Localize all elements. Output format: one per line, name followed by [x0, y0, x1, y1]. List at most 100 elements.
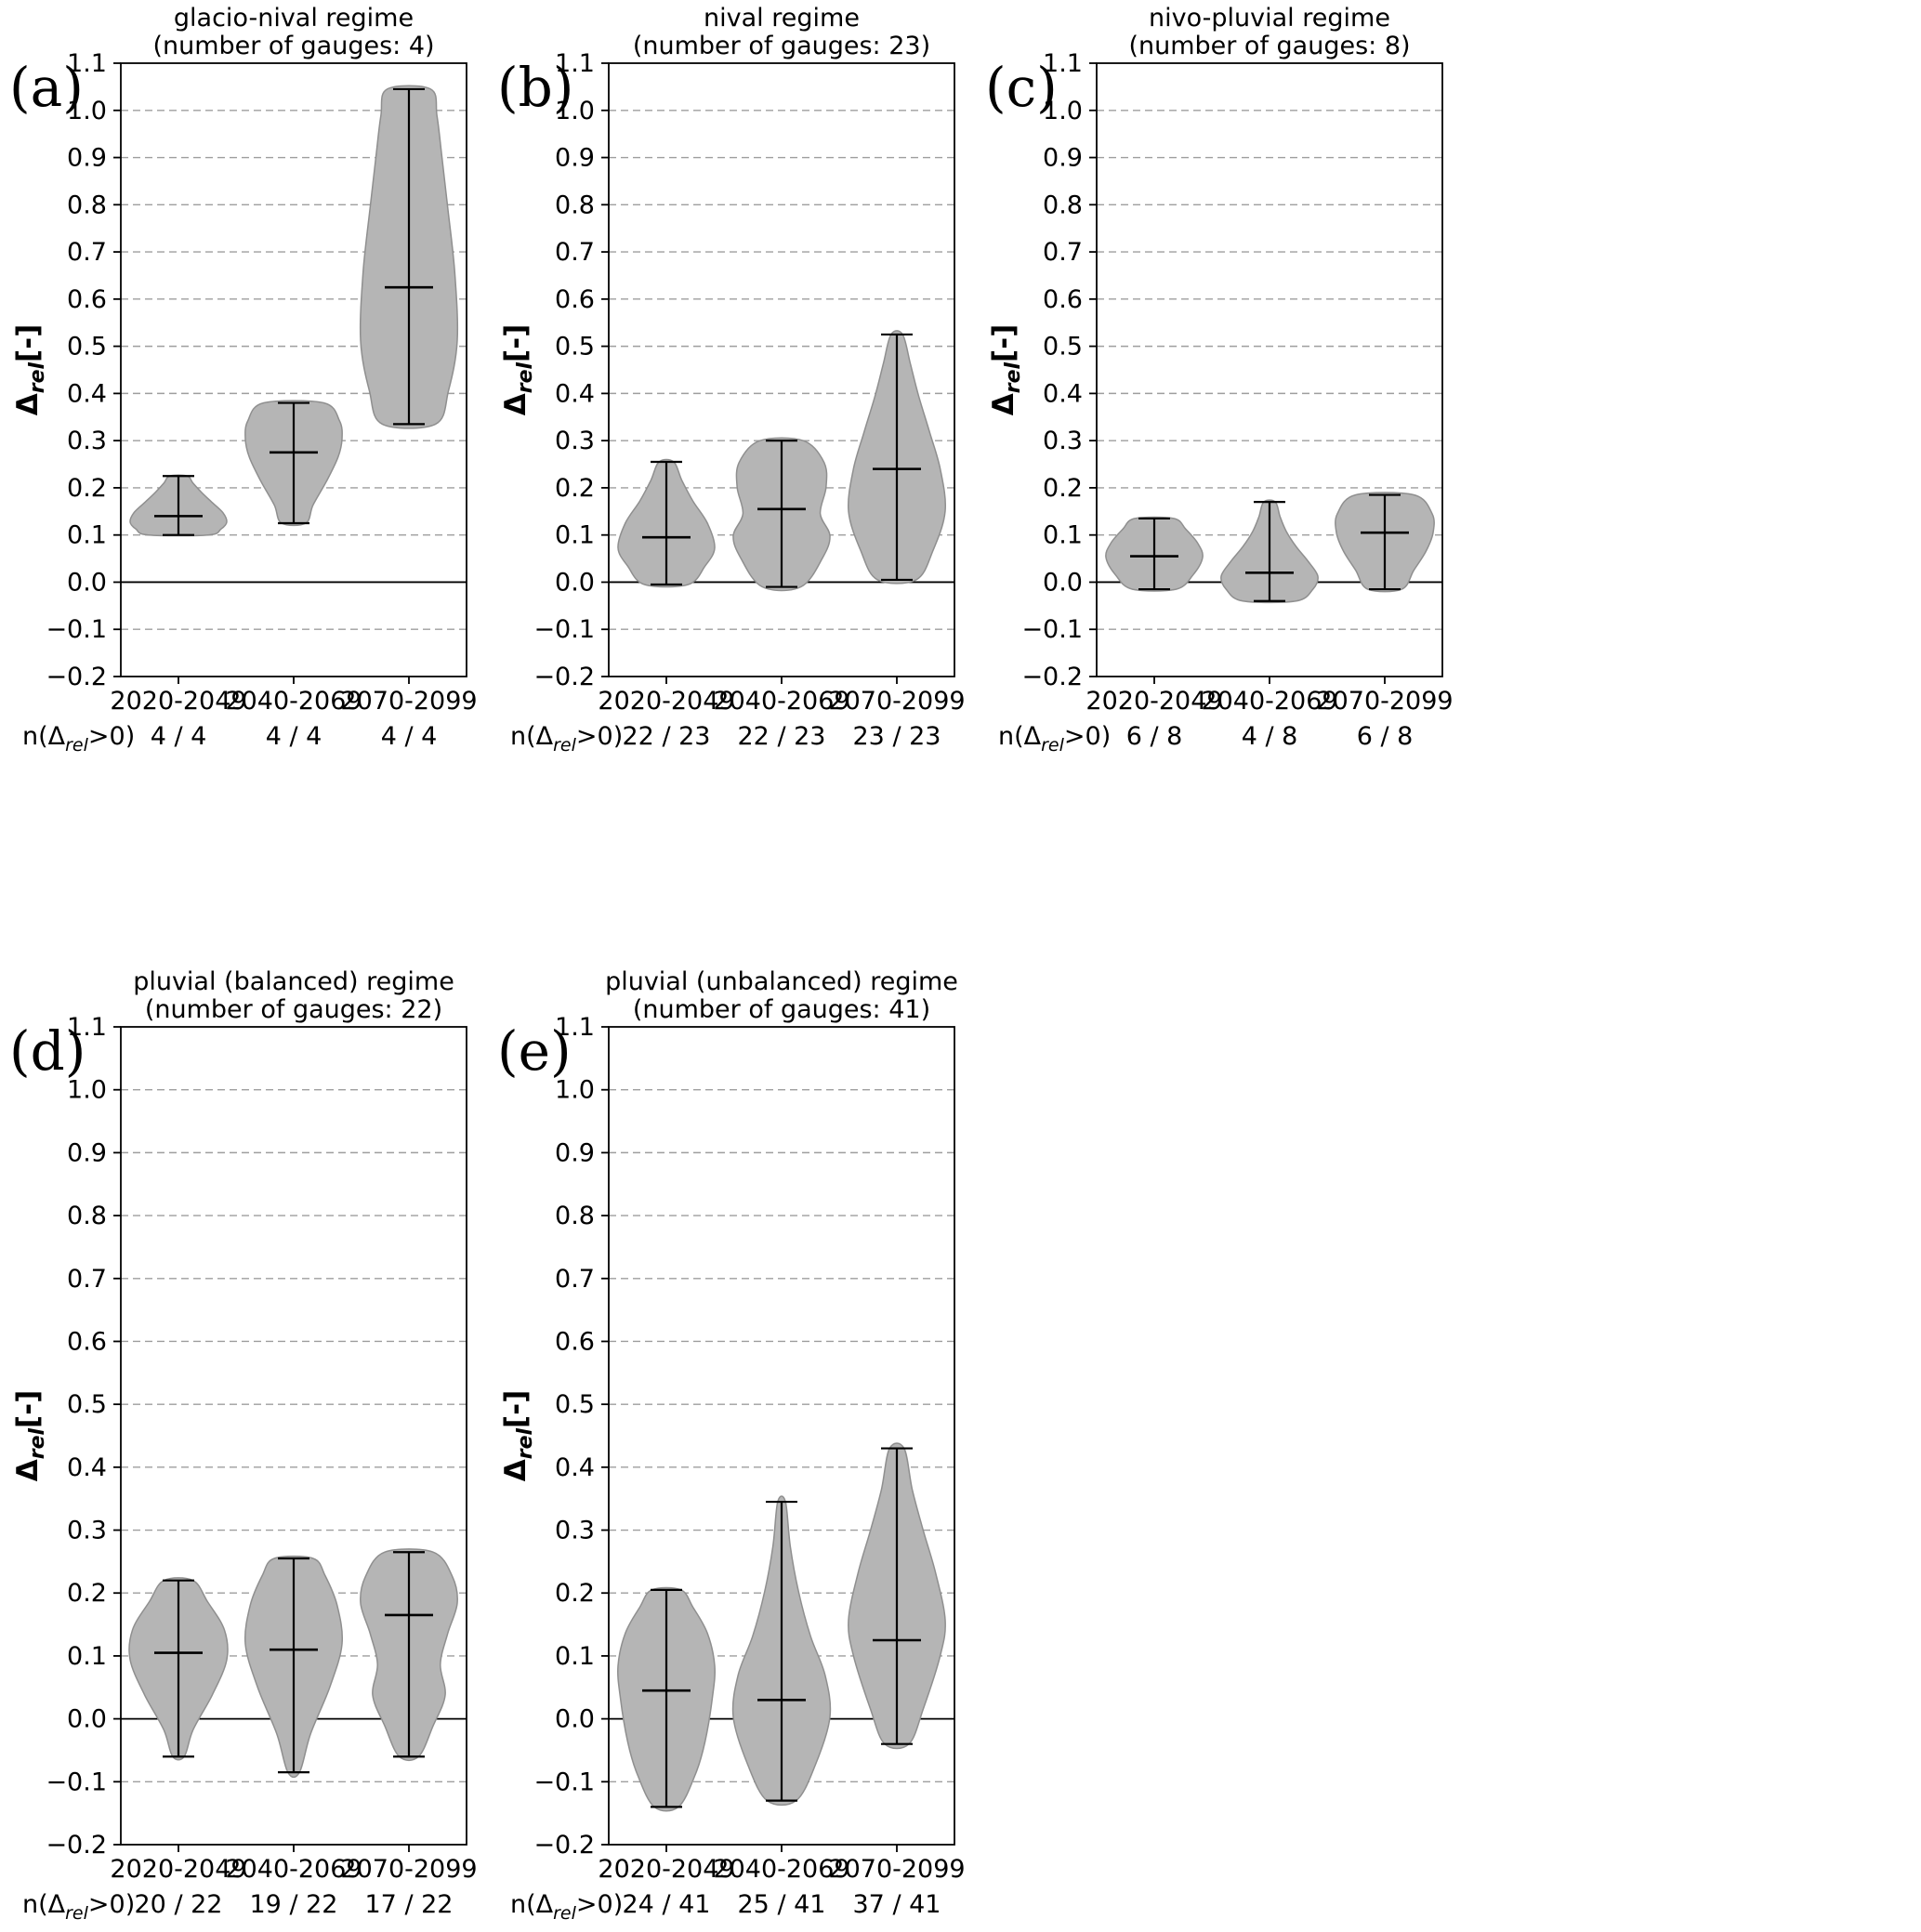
- panel-b: (b) nival regime (number of gauges: 23) 1.1…: [488, 0, 976, 964]
- y-tick-label: 0.0: [555, 568, 595, 597]
- y-tick-label: 0.2: [67, 474, 107, 503]
- x-tick-label: 2020-2049: [110, 1855, 246, 1884]
- y-tick-label: 0.5: [67, 1390, 107, 1419]
- n-row-label: n(Δrel>0): [998, 722, 1111, 756]
- y-tick-label: 0.3: [67, 427, 107, 455]
- y-tick-label: 0.1: [1043, 521, 1083, 550]
- y-tick-label: 0.8: [555, 1202, 595, 1230]
- y-tick-label: 0.4: [67, 379, 107, 408]
- y-tick-label: 0.0: [555, 1705, 595, 1734]
- y-tick-label: −0.1: [46, 615, 107, 644]
- y-tick-label: 0.0: [67, 1705, 107, 1734]
- x-tick-label: 2020-2049: [598, 687, 734, 716]
- plot-box: [120, 1026, 467, 1846]
- n-positive-count: 23 / 23: [853, 722, 941, 751]
- y-tick-label: 1.0: [555, 97, 595, 125]
- panel-a: (a) glacio-nival regime (number of gauges:…: [0, 0, 488, 964]
- y-tick-label: −0.1: [1021, 615, 1083, 644]
- plot-box: [120, 62, 467, 677]
- panel-letter: (a): [9, 56, 84, 119]
- y-tick-label: 0.9: [555, 144, 595, 173]
- y-tick-label: 0.9: [1043, 144, 1083, 173]
- plot-box: [608, 1026, 955, 1846]
- x-tick-label: 2040-2069: [713, 687, 849, 716]
- y-tick-label: 1.1: [1043, 49, 1083, 78]
- n-row-label: n(Δrel>0): [510, 722, 623, 756]
- y-tick-label: 0.1: [67, 1642, 107, 1671]
- n-positive-count: 25 / 41: [738, 1890, 826, 1919]
- y-tick-label: −0.2: [533, 1831, 595, 1860]
- y-tick-label: 1.0: [67, 97, 107, 125]
- violin-chart-pluvial-unbalanced: (e) pluvial (unbalanced) regime(number of…: [497, 967, 966, 1924]
- y-tick-label: 1.0: [1043, 97, 1083, 125]
- panel-title: pluvial (balanced) regime: [133, 967, 454, 996]
- y-tick-label: 0.4: [67, 1453, 107, 1482]
- panel-subtitle: (number of gauges: 4): [152, 32, 434, 60]
- n-positive-count: 22 / 23: [738, 722, 826, 751]
- panel-letter: (b): [497, 56, 573, 119]
- y-tick-label: 0.6: [1043, 285, 1083, 314]
- panel-subtitle: (number of gauges: 41): [633, 995, 930, 1024]
- x-tick-label: 2020-2049: [1085, 687, 1222, 716]
- n-positive-count: 4 / 4: [151, 722, 207, 751]
- y-tick-label: 0.4: [1043, 379, 1083, 408]
- y-tick-label: −0.1: [533, 615, 595, 644]
- panel-letter: (e): [497, 1019, 572, 1083]
- panel-d: (d) pluvial (balanced) regime (number of g…: [0, 964, 488, 1928]
- n-positive-count: 22 / 23: [623, 722, 711, 751]
- y-tick-label: −0.2: [46, 1831, 107, 1860]
- panel-subtitle: (number of gauges: 8): [1128, 32, 1410, 60]
- plot-box: [1096, 62, 1443, 677]
- n-positive-count: 6 / 8: [1126, 722, 1183, 751]
- panel-title: nivo-pluvial regime: [1149, 4, 1390, 33]
- y-tick-label: 0.7: [555, 238, 595, 267]
- x-tick-label: 2070-2099: [1316, 687, 1453, 716]
- y-tick-label: 0.9: [67, 144, 107, 173]
- violin-chart-nivo-pluvial: (c) nivo-pluvial regime(number of gauges:…: [985, 4, 1454, 756]
- y-axis-label: Δrel[-]: [499, 1390, 537, 1482]
- x-tick-label: 2040-2069: [1201, 687, 1337, 716]
- y-tick-label: 0.6: [67, 1327, 107, 1356]
- y-tick-label: −0.2: [1021, 663, 1083, 691]
- n-positive-count: 4 / 4: [266, 722, 322, 751]
- y-tick-label: 0.5: [555, 1390, 595, 1419]
- y-tick-label: 1.1: [555, 1013, 595, 1042]
- y-tick-label: 0.1: [555, 521, 595, 550]
- y-tick-label: 0.7: [555, 1265, 595, 1294]
- y-tick-label: 0.2: [555, 474, 595, 503]
- panel-letter: (d): [9, 1019, 86, 1083]
- n-positive-count: 17 / 22: [365, 1890, 454, 1919]
- x-tick-label: 2020-2049: [110, 687, 246, 716]
- panel-letter: (c): [985, 56, 1058, 119]
- y-axis-label: Δrel[-]: [11, 324, 49, 416]
- panel-e: (e) pluvial (unbalanced) regime (number of…: [488, 964, 976, 1928]
- y-tick-label: 0.5: [67, 333, 107, 361]
- y-tick-label: 0.3: [555, 427, 595, 455]
- y-tick-label: 0.7: [67, 1265, 107, 1294]
- x-tick-label: 2040-2069: [225, 687, 362, 716]
- panel-title: pluvial (unbalanced) regime: [605, 967, 958, 996]
- y-tick-label: −0.2: [533, 663, 595, 691]
- y-tick-label: 0.0: [67, 568, 107, 597]
- y-tick-label: 0.1: [67, 521, 107, 550]
- x-tick-label: 2040-2069: [225, 1855, 362, 1884]
- y-tick-label: 0.3: [555, 1517, 595, 1545]
- y-tick-label: 1.0: [555, 1076, 595, 1105]
- n-row-label: n(Δrel>0): [22, 1890, 135, 1924]
- x-tick-label: 2070-2099: [828, 687, 965, 716]
- x-tick-label: 2070-2099: [828, 1855, 965, 1884]
- violin-chart-pluvial-balanced: (d) pluvial (balanced) regime(number of g…: [9, 967, 478, 1924]
- y-tick-label: 0.3: [1043, 427, 1083, 455]
- y-tick-label: 0.7: [67, 238, 107, 267]
- empty-cell: [976, 964, 1464, 1928]
- panel-title: nival regime: [704, 4, 860, 33]
- y-tick-label: 0.2: [67, 1579, 107, 1608]
- y-tick-label: 0.8: [67, 191, 107, 219]
- y-tick-label: 1.0: [67, 1076, 107, 1105]
- y-tick-label: 0.7: [1043, 238, 1083, 267]
- violin-chart-glacio-nival: (a) glacio-nival regime(number of gauges:…: [9, 4, 478, 756]
- y-axis-label: Δrel[-]: [11, 1390, 49, 1482]
- x-tick-label: 2040-2069: [713, 1855, 849, 1884]
- x-tick-label: 2020-2049: [598, 1855, 734, 1884]
- n-row-label: n(Δrel>0): [22, 722, 135, 756]
